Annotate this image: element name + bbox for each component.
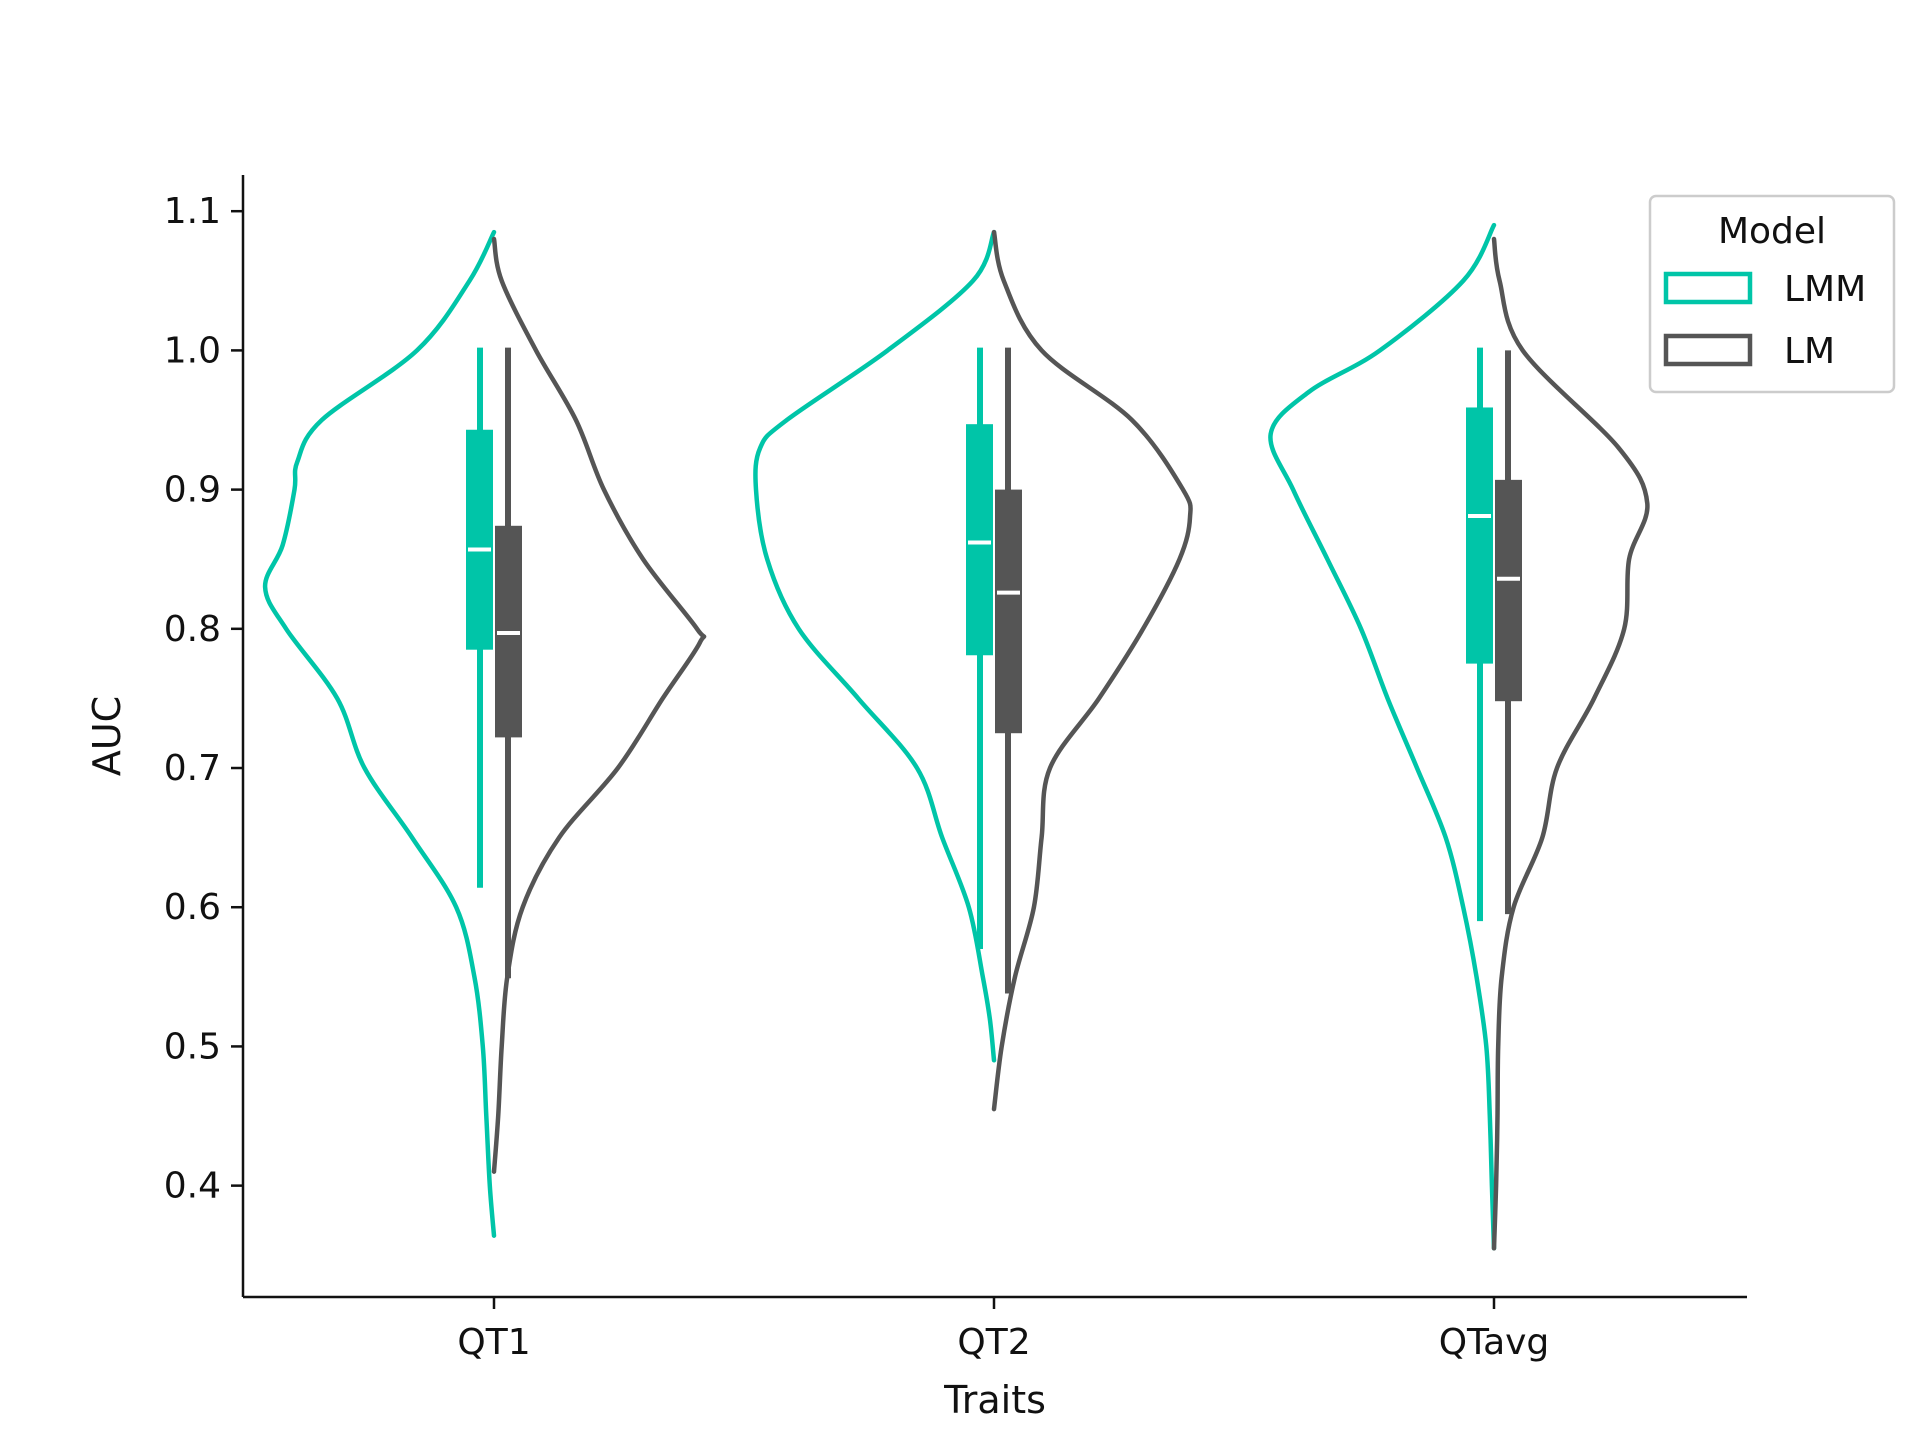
- y-tick-label: 0.4: [164, 1166, 221, 1207]
- box-lm-qt2: [995, 489, 1022, 734]
- y-tick-label: 0.9: [164, 470, 221, 511]
- x-tick-label: QT2: [957, 1322, 1030, 1363]
- legend-title: Model: [1718, 211, 1826, 252]
- legend-swatch-lmm: [1663, 271, 1753, 305]
- legend-swatch-lm: [1663, 333, 1753, 367]
- violin-lmm-qtavg: [1268, 222, 1497, 1251]
- violin-lm-qt1: [491, 236, 707, 1174]
- legend: Model LMM LM: [1648, 194, 1896, 394]
- y-tick-label: 1.0: [164, 330, 221, 371]
- box-lmm-qtavg: [1466, 407, 1493, 664]
- y-tick-label: 0.5: [164, 1026, 221, 1067]
- violin-lmm-qt1: [262, 229, 497, 1238]
- legend-label-lm: LM: [1784, 331, 1835, 372]
- y-tick-label: 0.6: [164, 887, 221, 928]
- legend-label-lmm: LMM: [1784, 269, 1866, 310]
- axes-layer: 0.4 0.5 0.6 0.7 0.8 0.9 1.0 1.1 QT1 QT2 QTavg Trait…: [85, 175, 1747, 1422]
- box-lmm-qt1: [466, 429, 493, 650]
- y-axis-label: AUC: [85, 696, 129, 776]
- violin-lm-qt2: [991, 229, 1193, 1112]
- violin-lm-qtavg: [1491, 236, 1650, 1251]
- box-lm-qtavg: [1495, 479, 1522, 702]
- x-tick-label: QTavg: [1439, 1322, 1550, 1363]
- box-lmm-qt2: [966, 424, 993, 656]
- y-tick-label: 1.1: [164, 191, 221, 232]
- legend-frame: [1648, 194, 1896, 394]
- y-tick-label: 0.7: [164, 748, 221, 789]
- boxes-layer: [466, 347, 1522, 994]
- violins-layer: [262, 222, 1650, 1251]
- y-tick-label: 0.8: [164, 609, 221, 650]
- x-tick-label: QT1: [457, 1322, 530, 1363]
- violin-lmm-qt2: [753, 229, 997, 1063]
- x-axis-label: Traits: [943, 1378, 1046, 1422]
